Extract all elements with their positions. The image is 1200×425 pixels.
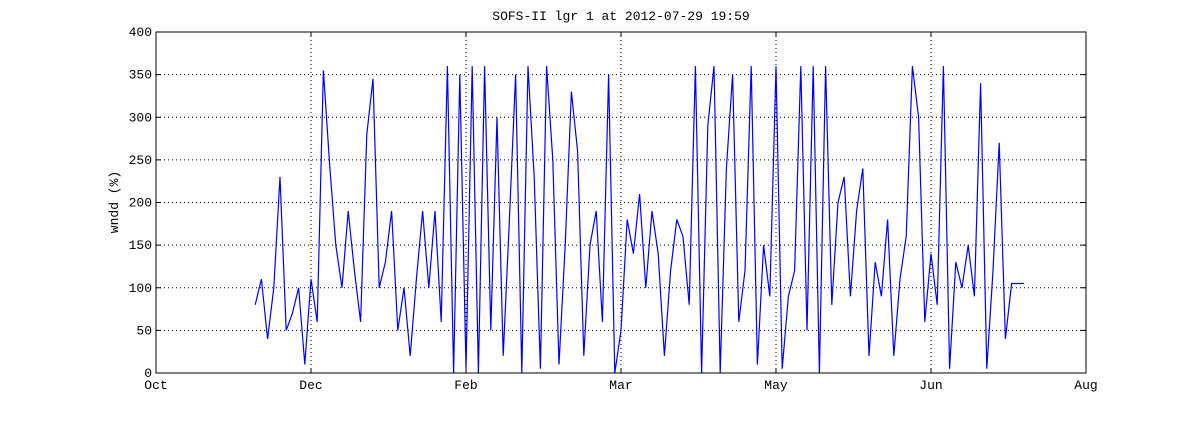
y-tick-label: 50 [136, 323, 152, 338]
x-tick-label: Dec [299, 378, 322, 393]
y-tick-label: 0 [144, 366, 152, 381]
y-tick-label: 200 [129, 196, 152, 211]
x-tick-label: Oct [144, 378, 167, 393]
y-tick-label: 250 [129, 153, 152, 168]
x-tick-label: Feb [454, 378, 477, 393]
x-tick-label: Jun [919, 378, 942, 393]
plot-frame [155, 31, 1087, 374]
data-line [254, 66, 1024, 374]
x-tick-label: Aug [1074, 378, 1097, 393]
y-tick-label: 400 [129, 25, 152, 40]
y-tick-label: 350 [129, 68, 152, 83]
y-axis-label: wndd (%) [107, 171, 122, 233]
x-tick-label: May [764, 378, 788, 393]
chart-title: SOFS-II lgr 1 at 2012-07-29 19:59 [492, 9, 749, 24]
y-tick-label: 300 [129, 110, 152, 125]
y-tick-label: 100 [129, 281, 152, 296]
x-tick-label: Mar [609, 378, 632, 393]
y-tick-label: 150 [129, 238, 152, 253]
